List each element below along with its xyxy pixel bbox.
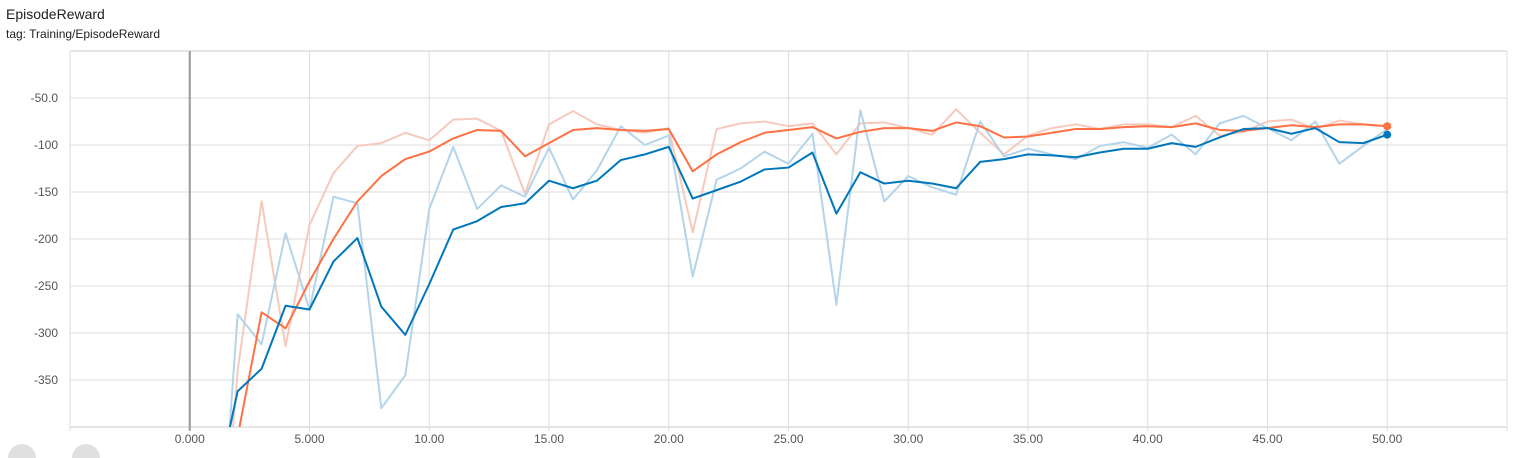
y-tick-label: -250 [34,279,58,293]
raw-series-line-1 [228,109,1388,428]
raw-series-line-0 [232,108,1388,428]
series-group [228,108,1392,428]
chart-tag: tag: Training/EpisodeReward [6,27,161,41]
last-point-marker [1383,122,1392,131]
x-tick-label: 50.00 [1372,432,1402,446]
x-tick-label: 0.000 [175,432,205,446]
toolbar-button-icon [72,444,100,458]
y-tick-label: -200 [34,232,58,246]
x-tick-label: 5.000 [294,432,324,446]
x-tick-label: 35.00 [1013,432,1043,446]
chart-title: EpisodeReward [6,6,105,22]
x-tick-label: 10.00 [414,432,444,446]
y-tick-label: -100 [34,138,58,152]
toolbar-button-icon [8,444,36,458]
y-tick-label: -300 [34,326,58,340]
y-tick-label: -50.0 [31,91,59,105]
y-tick-label: -350 [34,373,58,387]
x-tick-label: 20.00 [654,432,684,446]
x-tick-label: 30.00 [893,432,923,446]
x-tick-label: 15.00 [534,432,564,446]
smoothed-series-line-3 [228,127,1388,428]
smoothed-series-line-2 [238,121,1388,428]
x-tick-label: 25.00 [773,432,803,446]
y-tick-label: -150 [34,185,58,199]
last-point-marker [1383,130,1392,139]
x-tick-label: 40.00 [1133,432,1163,446]
x-tick-label: 45.00 [1252,432,1282,446]
